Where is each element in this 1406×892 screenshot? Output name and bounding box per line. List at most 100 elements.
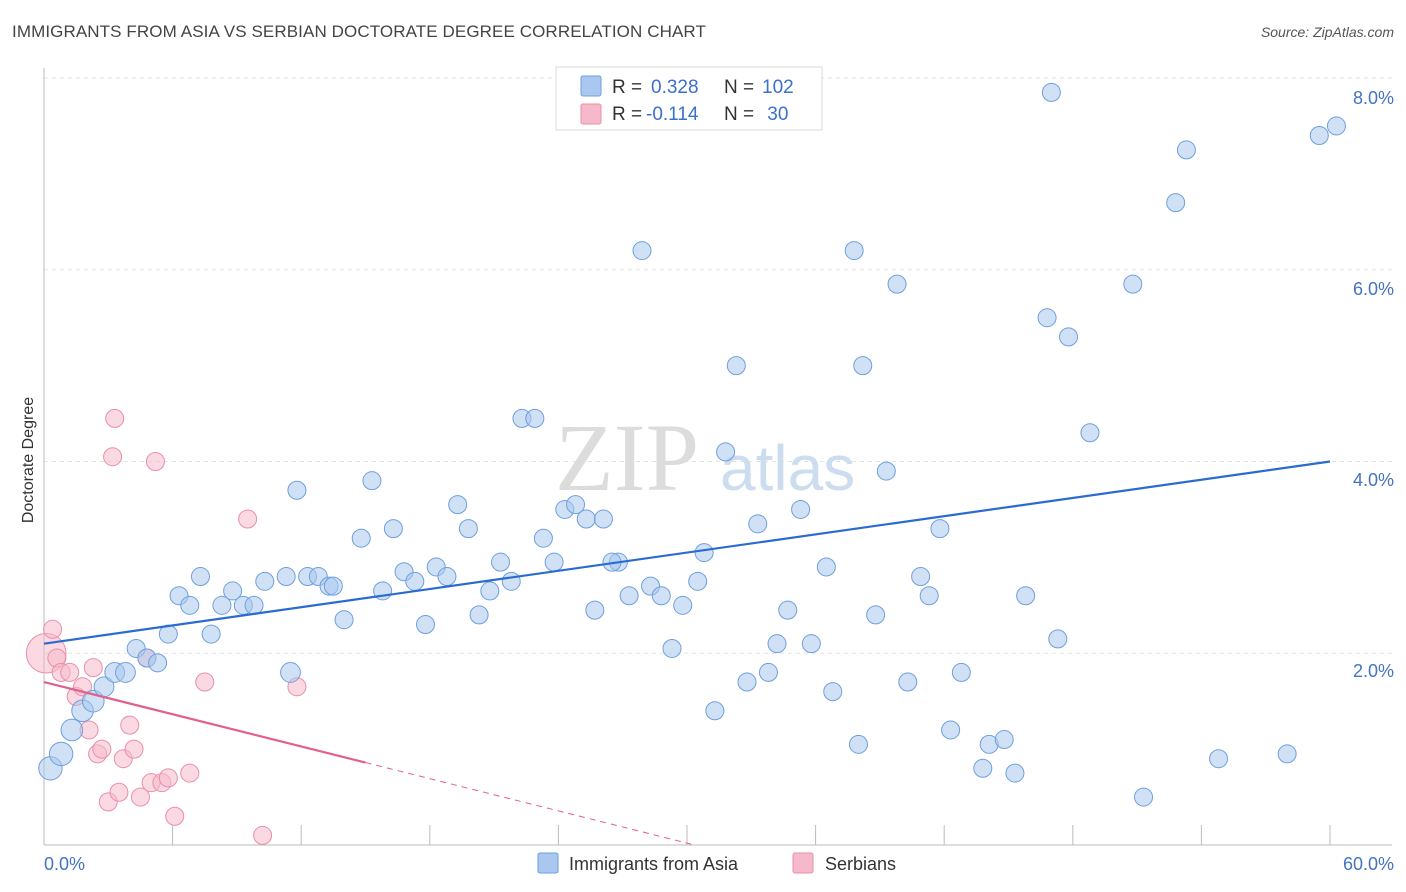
- chart-title: IMMIGRANTS FROM ASIA VS SERBIAN DOCTORAT…: [12, 22, 706, 41]
- x-tick-label-min: 0.0%: [44, 854, 85, 874]
- asia-point: [48, 741, 74, 767]
- asia-point: [593, 509, 613, 529]
- serbians-point: [180, 763, 200, 783]
- asia-point: [491, 552, 511, 572]
- legend-swatch-asia: [537, 852, 559, 874]
- asia-point: [1134, 787, 1154, 807]
- asia-point: [544, 552, 564, 572]
- asia-point: [190, 567, 210, 587]
- stats-legend-n-label-serbians: N =: [724, 104, 754, 125]
- asia-point: [898, 672, 918, 692]
- asia-point: [223, 581, 243, 601]
- asia-point: [1037, 308, 1057, 328]
- stats-legend-r-value-serbians: -0.114: [646, 104, 699, 125]
- serbians-point: [109, 782, 129, 802]
- asia-point: [405, 571, 425, 591]
- asia-point: [1166, 193, 1186, 213]
- series-legend: Immigrants from Asia Serbians: [537, 852, 896, 874]
- x-tick-label-max: 60.0%: [1343, 854, 1394, 874]
- serbians-point: [195, 672, 215, 692]
- asia-point: [201, 624, 221, 644]
- stats-legend-r-value-asia: 0.328: [651, 77, 699, 98]
- asia-point: [323, 576, 343, 596]
- asia-point: [480, 581, 500, 601]
- asia-point: [469, 605, 489, 625]
- stats-legend-n-label-asia: N =: [724, 77, 754, 98]
- asia-point: [973, 758, 993, 778]
- asia-point: [1209, 749, 1229, 769]
- asia-point: [651, 586, 671, 606]
- asia-point: [212, 595, 232, 615]
- asia-point: [1041, 82, 1061, 102]
- asia-point: [1016, 586, 1036, 606]
- watermark: ZIP atlas: [555, 404, 855, 511]
- asia-point: [919, 586, 939, 606]
- stats-legend-swatch-serbians: [580, 103, 602, 125]
- serbians-point: [60, 662, 80, 682]
- asia-point: [180, 595, 200, 615]
- asia-point: [688, 571, 708, 591]
- asia-point: [525, 408, 545, 428]
- asia-point: [767, 634, 787, 654]
- asia-point: [778, 600, 798, 620]
- serbians-point: [145, 452, 165, 471]
- serbians-point: [92, 739, 112, 759]
- asia-point: [758, 662, 778, 682]
- stats-legend-n-value-serbians: 30: [762, 104, 788, 125]
- asia-point: [951, 662, 971, 682]
- asia-point: [501, 571, 521, 591]
- asia-point: [533, 528, 553, 548]
- stats-legend-n-value-asia: 102: [762, 77, 794, 98]
- serbians-point: [120, 715, 140, 735]
- asia-point: [576, 509, 596, 529]
- asia-point: [801, 634, 821, 654]
- asia-point: [673, 595, 693, 615]
- serbians-point: [158, 768, 178, 788]
- asia-point: [848, 734, 868, 754]
- asia-point: [60, 718, 84, 742]
- asia-point: [1277, 744, 1297, 764]
- asia-point: [726, 356, 746, 376]
- asia-point: [416, 614, 436, 634]
- stats-legend-r-label-serbians: R =: [612, 104, 642, 125]
- asia-point: [255, 571, 275, 591]
- stats-legend-swatch-asia: [580, 75, 602, 97]
- asia-point: [1059, 327, 1079, 347]
- asia-point: [1048, 629, 1068, 649]
- y-tick-label-2: 2.0%: [1353, 661, 1394, 681]
- asia-point: [619, 586, 639, 606]
- asia-point: [853, 356, 873, 376]
- serbians-trend-line-extension: [365, 762, 695, 846]
- asia-point: [816, 557, 836, 577]
- asia-point: [276, 567, 296, 587]
- stats-legend-r-label-asia: R =: [612, 77, 642, 98]
- watermark-atlas: atlas: [720, 432, 855, 504]
- serbians-point: [124, 739, 144, 759]
- asia-point: [876, 461, 896, 481]
- asia-point: [148, 653, 168, 673]
- serbians-point: [130, 787, 150, 807]
- serbians-trend-line: [43, 680, 366, 764]
- y-tick-label-6: 6.0%: [1353, 279, 1394, 299]
- asia-point: [458, 519, 478, 539]
- legend-swatch-serbians: [792, 852, 814, 874]
- asia-point: [941, 720, 961, 740]
- serbians-point: [165, 806, 185, 826]
- asia-point: [287, 480, 307, 500]
- serbians-point: [105, 408, 125, 428]
- asia-point: [844, 241, 864, 261]
- asia-point: [362, 471, 382, 491]
- asia-trend-line: [43, 460, 1331, 645]
- asia-point: [694, 543, 714, 563]
- asia-point: [1326, 116, 1346, 136]
- asia-point: [994, 730, 1014, 750]
- y-axis-label: Doctorate Degree: [20, 397, 37, 523]
- y-tick-label-8: 8.0%: [1353, 88, 1394, 108]
- asia-point: [351, 528, 371, 548]
- asia-point: [911, 567, 931, 587]
- serbians-point: [43, 619, 63, 639]
- serbians-point: [253, 825, 273, 845]
- legend-label-serbians: Serbians: [825, 854, 896, 874]
- serbians-point: [238, 509, 258, 529]
